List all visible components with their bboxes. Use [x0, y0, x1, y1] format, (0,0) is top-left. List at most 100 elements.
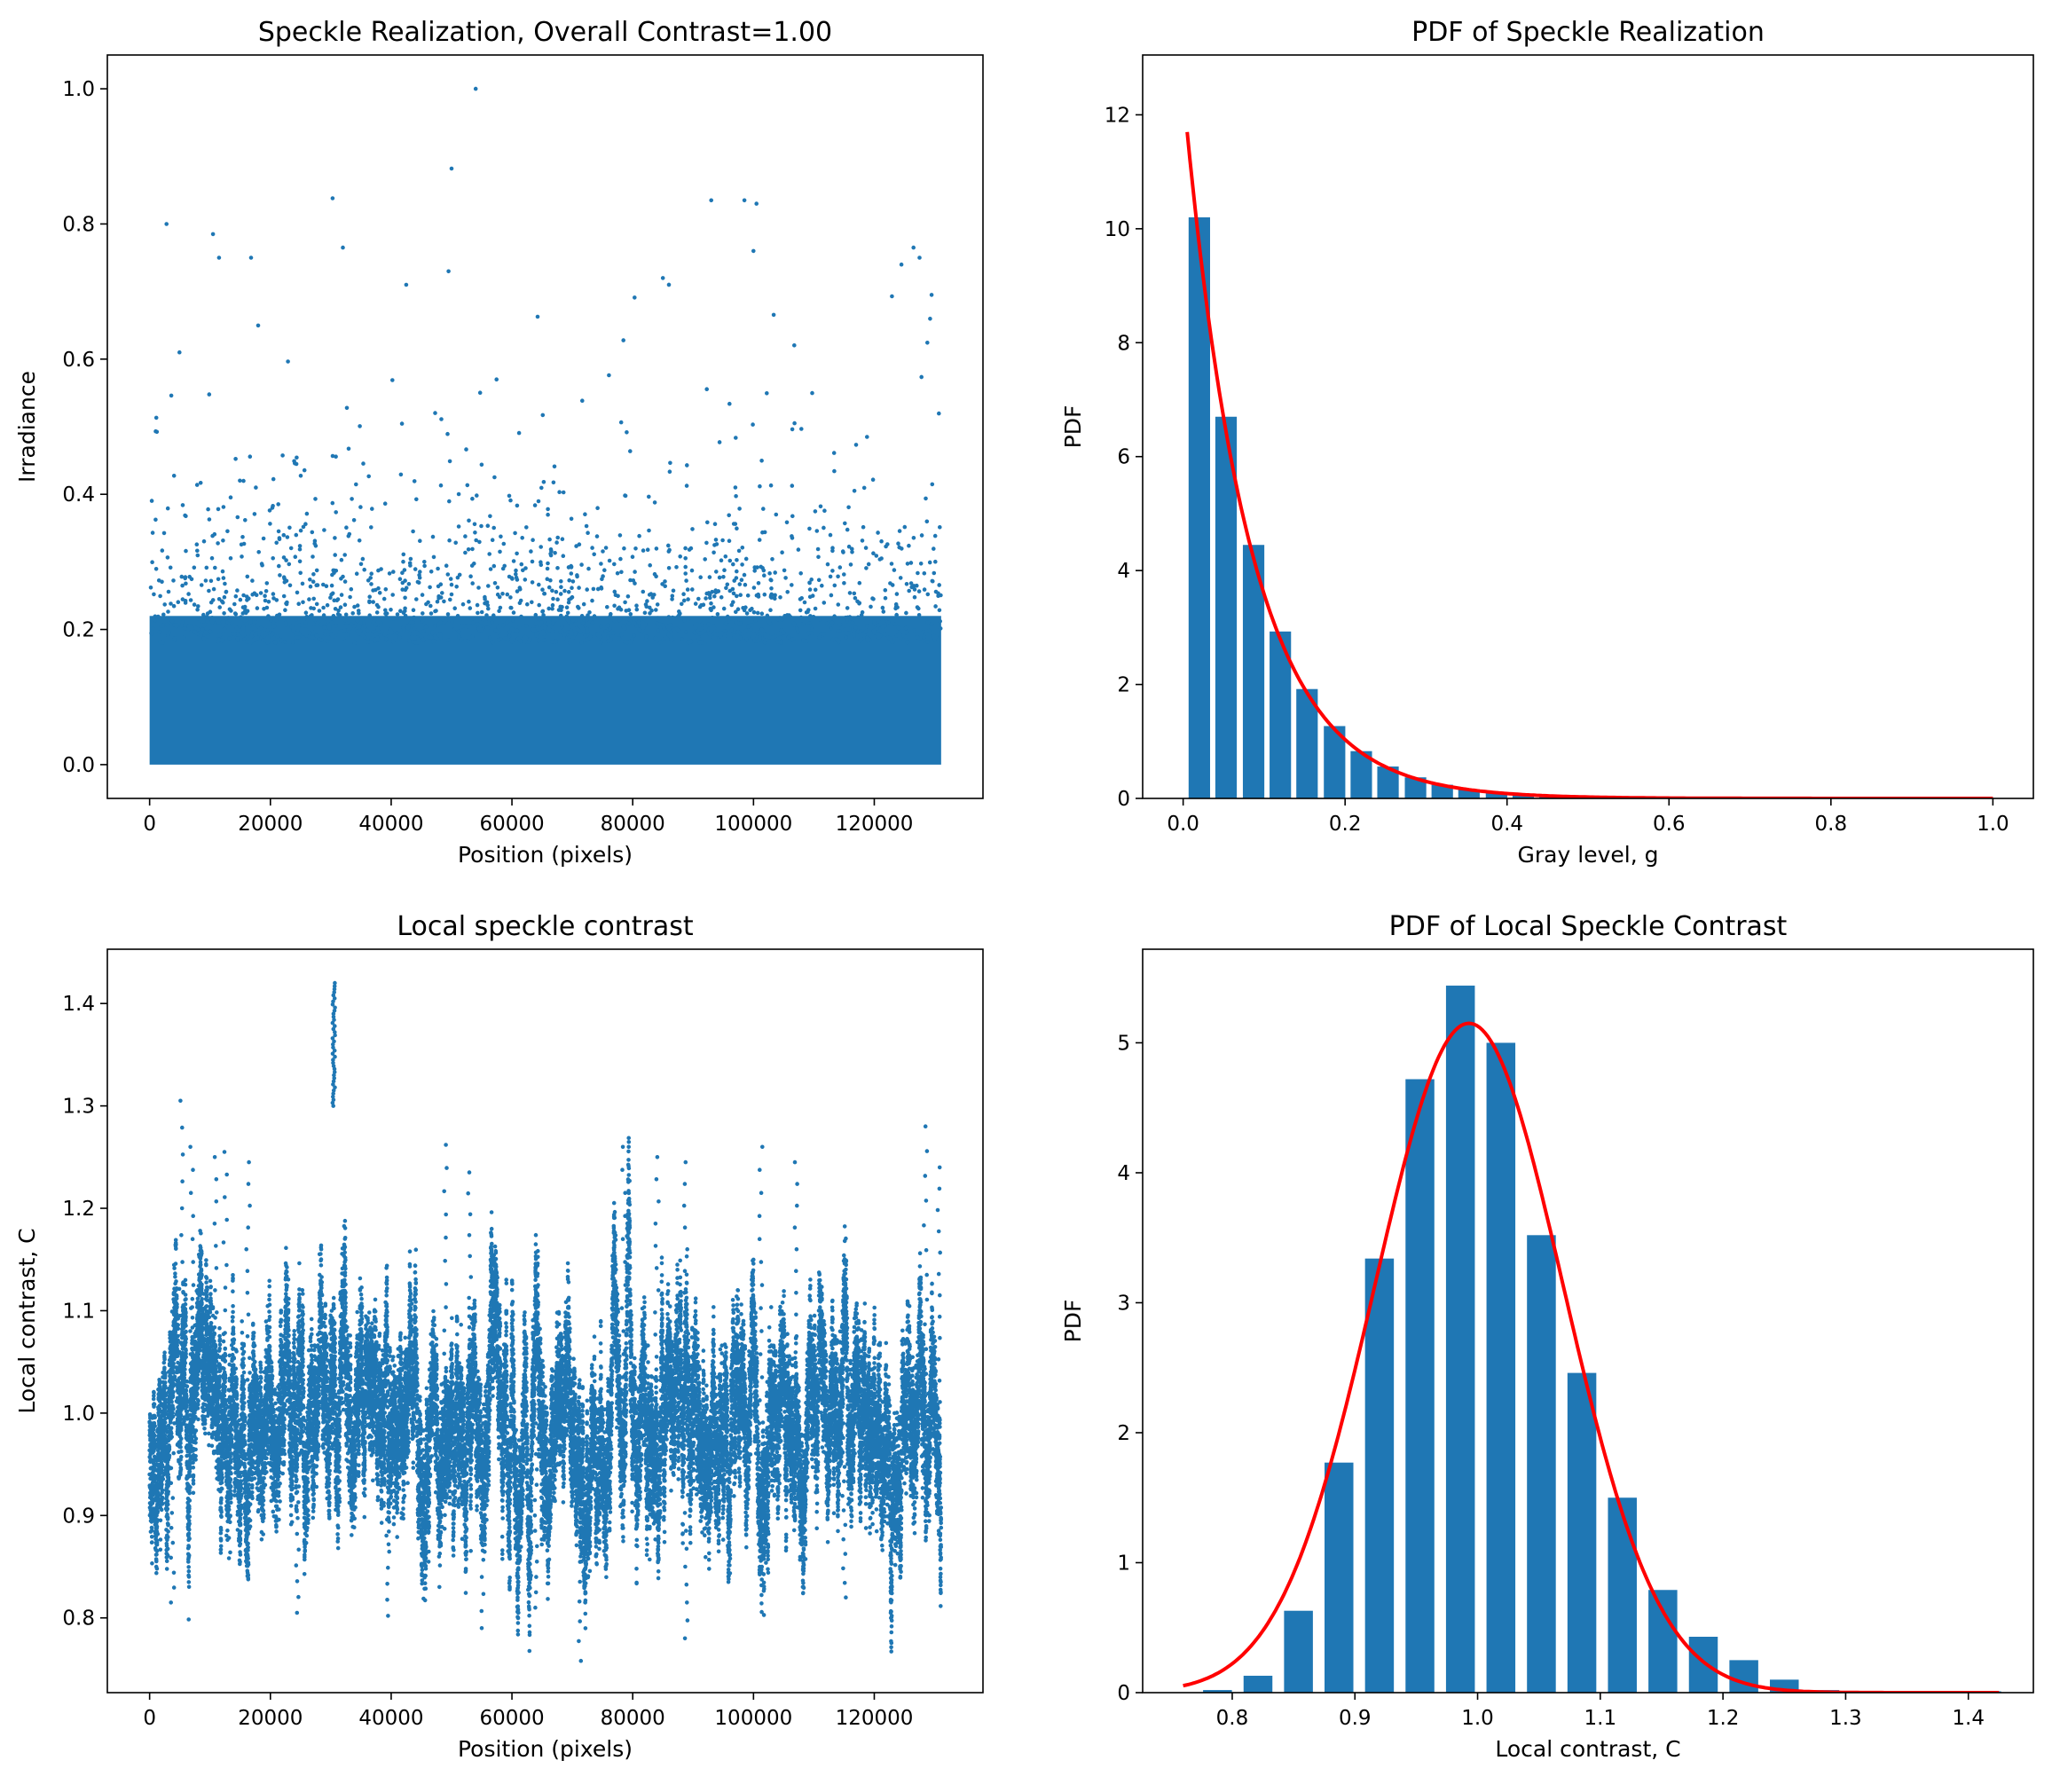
bar — [1445, 986, 1475, 1693]
x-tick-label: 40000 — [358, 813, 423, 836]
x-tick-label: 60000 — [479, 1707, 544, 1730]
bar — [1296, 688, 1318, 798]
x-tick-label: 1.0 — [1977, 813, 2009, 836]
y-axis-speckle: 0.0 0.2 0.4 0.6 0.8 1.0 — [62, 78, 107, 777]
panel-pdf-speckle: 0.0 0.2 0.4 0.6 0.8 1.0 0 2 4 6 8 10 12 PDF of Speckl… — [1060, 17, 2034, 868]
bar — [1203, 1690, 1232, 1693]
y-tick-label: 5 — [1117, 1032, 1130, 1055]
marks-local-contrast — [147, 980, 944, 1663]
x-tick-label: 100000 — [714, 1707, 792, 1730]
y-tick-label: 0.2 — [62, 619, 95, 642]
point-cloud — [147, 980, 944, 1663]
bar — [1512, 794, 1535, 798]
x-tick-label: 0.0 — [1167, 813, 1199, 836]
y-tick-label: 1.2 — [62, 1198, 95, 1221]
y-tick-label: 1.0 — [62, 78, 95, 101]
bar — [1486, 1042, 1516, 1693]
axes-frame — [106, 948, 984, 1694]
y-tick-label: 1 — [1117, 1552, 1130, 1575]
chart-title: Speckle Realization, Overall Contrast=1.… — [258, 17, 832, 48]
x-tick-label: 60000 — [479, 813, 544, 836]
x-tick-label: 80000 — [601, 813, 665, 836]
bar — [1567, 1372, 1597, 1693]
x-axis-local-contrast: 0 20000 40000 60000 80000 100000 120000 — [143, 1693, 913, 1730]
bar — [1405, 1079, 1435, 1693]
marks-speckle — [148, 86, 943, 765]
axes-frame — [1142, 54, 2034, 799]
scatter-points — [147, 980, 944, 1663]
bar — [1284, 1610, 1313, 1693]
x-tick-label: 0.8 — [1815, 813, 1848, 836]
bar — [1485, 792, 1507, 798]
axes-frame — [106, 54, 984, 799]
x-tick-label: 20000 — [238, 813, 303, 836]
chart-title: Local speckle contrast — [397, 911, 694, 942]
y-tick-label: 8 — [1117, 332, 1130, 355]
x-tick-label: 80000 — [601, 1707, 665, 1730]
y-axis-label: PDF — [1060, 1300, 1086, 1343]
bar — [1648, 1590, 1678, 1693]
y-axis-pdf-contrast: 0 1 2 3 4 5 — [1117, 1032, 1143, 1705]
panel-speckle: 0 20000 40000 60000 80000 100000 1200000.00.20… — [14, 17, 984, 868]
y-axis-label: PDF — [1060, 405, 1086, 449]
y-tick-label: 4 — [1117, 560, 1130, 583]
y-tick-label: 0.6 — [62, 349, 95, 372]
x-tick-label: 20000 — [238, 1707, 303, 1730]
y-tick-label: 1.0 — [62, 1403, 95, 1426]
bar — [1608, 1497, 1637, 1693]
y-tick-label: 0.8 — [62, 1607, 95, 1631]
marks-pdf-contrast — [1183, 986, 2001, 1693]
x-tick-label: 100000 — [714, 813, 792, 836]
bar — [1243, 1675, 1273, 1693]
y-tick-label: 10 — [1105, 218, 1130, 241]
x-tick-label: 0.8 — [1216, 1707, 1249, 1730]
y-tick-label: 3 — [1117, 1292, 1130, 1315]
x-tick-label: 1.2 — [1707, 1707, 1740, 1730]
x-tick-label: 0 — [143, 1707, 156, 1730]
y-tick-label: 0 — [1117, 788, 1130, 811]
bar — [1325, 1462, 1354, 1693]
x-tick-label: 0.4 — [1490, 813, 1523, 836]
panel-local-contrast: 0 20000 40000 60000 80000 100000 120000 0.8 0.9 1… — [14, 911, 984, 1762]
y-tick-label: 1.3 — [62, 1096, 95, 1119]
y-axis-pdf-speckle: 0 2 4 6 8 10 12 — [1105, 104, 1143, 811]
y-axis-local-contrast: 0.8 0.9 1.0 1.1 1.2 1.3 1.4 — [62, 993, 107, 1631]
y-tick-label: 2 — [1117, 1422, 1130, 1445]
x-axis-speckle: 0 20000 40000 60000 80000 100000 120000 — [143, 798, 913, 836]
marks-pdf-speckle — [1185, 131, 1993, 798]
panel-pdf-contrast: 0.8 0.9 1.0 1.1 1.2 1.3 1.4 0 1 2 3 4 5 PDF of Local … — [1060, 911, 2034, 1762]
x-axis-pdf-speckle: 0.0 0.2 0.4 0.6 0.8 1.0 — [1167, 798, 2009, 836]
x-tick-label: 0.2 — [1329, 813, 1362, 836]
scatter-points — [148, 86, 943, 765]
x-tick-label: 0 — [143, 813, 156, 836]
x-tick-label: 1.4 — [1952, 1707, 1985, 1730]
x-tick-label: 120000 — [836, 813, 914, 836]
y-axis-label: Irradiance — [14, 371, 40, 483]
bar — [1729, 1660, 1758, 1693]
bar — [1431, 784, 1453, 798]
bar — [1688, 1637, 1718, 1693]
chart-title: PDF of Speckle Realization — [1411, 17, 1765, 48]
x-tick-label: 1.1 — [1584, 1707, 1617, 1730]
bar — [1215, 416, 1238, 798]
x-axis-label: Position (pixels) — [458, 1736, 633, 1762]
x-axis-label: Local contrast, C — [1495, 1736, 1680, 1762]
y-tick-label: 0.9 — [62, 1505, 95, 1528]
x-tick-label: 0.9 — [1339, 1707, 1372, 1730]
x-tick-label: 40000 — [358, 1707, 423, 1730]
x-tick-label: 1.3 — [1829, 1707, 1862, 1730]
fit-curve — [1185, 131, 1993, 798]
y-tick-label: 4 — [1117, 1162, 1130, 1185]
y-tick-label: 6 — [1117, 446, 1130, 469]
y-axis-label: Local contrast, C — [14, 1228, 40, 1413]
bar — [1364, 1258, 1395, 1693]
x-axis-label: Gray level, g — [1518, 842, 1659, 868]
axes-frame — [1142, 948, 2034, 1694]
y-tick-label: 0.4 — [62, 483, 95, 507]
bar — [1458, 789, 1480, 798]
y-tick-label: 2 — [1117, 674, 1130, 697]
x-tick-label: 120000 — [836, 1707, 914, 1730]
point-cloud — [148, 86, 943, 646]
